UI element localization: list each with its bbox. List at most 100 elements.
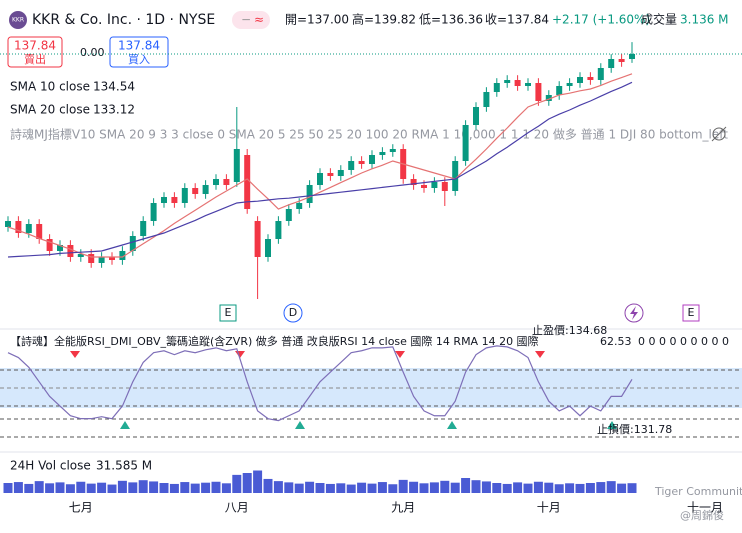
volume-bar	[357, 482, 367, 493]
volume-bar	[253, 470, 263, 493]
volume-bar	[377, 482, 387, 493]
ohlc-open: 開=137.00	[285, 13, 349, 27]
volume-bar	[149, 481, 159, 493]
volume-bar	[294, 483, 304, 493]
candle-body	[129, 236, 136, 251]
volume-bar	[388, 484, 398, 493]
sell-marker	[395, 351, 405, 358]
candle-body	[140, 221, 147, 236]
candle-body	[213, 179, 219, 185]
volume-bar	[97, 482, 107, 493]
candle-body	[525, 83, 531, 86]
buy-marker	[447, 421, 457, 429]
symbol-title: KKR & Co. Inc. · 1D · NYSE	[32, 12, 215, 28]
volume-bar	[606, 481, 616, 493]
volume-bar	[221, 483, 231, 493]
sma-line	[7, 81, 633, 258]
volume-bar	[409, 481, 419, 493]
buy-marker	[607, 421, 617, 429]
eye-icon[interactable]	[712, 127, 726, 141]
volume-bar	[565, 483, 575, 493]
volume-bar	[242, 473, 252, 493]
volume-bar	[502, 483, 512, 493]
event-label: E	[688, 306, 695, 319]
candle-body	[379, 152, 386, 155]
logo	[9, 11, 27, 29]
candle-body	[275, 221, 282, 239]
volume-bar	[3, 483, 13, 493]
legend-name: SMA 20 close	[10, 103, 90, 117]
candle-body	[254, 221, 261, 257]
candle-body	[202, 185, 209, 194]
candle-body	[462, 125, 469, 161]
buy-label: 買入	[128, 53, 150, 66]
volume-bar	[585, 483, 595, 493]
buy-marker	[120, 421, 130, 429]
candle-body	[556, 86, 563, 95]
x-tick-label: 八月	[225, 501, 249, 515]
pill[interactable]	[232, 11, 270, 29]
candle-body	[88, 254, 95, 263]
candle-body	[473, 107, 479, 125]
rsi-title: 【詩魂】全能版RSI_DMI_OBV_籌碼追蹤(含ZVR) 做多 普通 改良版R…	[10, 334, 539, 348]
candle-body	[296, 203, 303, 209]
candle-body	[566, 83, 573, 86]
candle-body	[452, 161, 459, 191]
volume-bar	[367, 483, 377, 493]
candle-body	[285, 209, 292, 221]
logo-text: KKR	[12, 17, 24, 24]
candle-body	[337, 170, 344, 176]
volume-bar	[471, 480, 481, 493]
volume-bar	[596, 482, 606, 493]
volume-bar	[263, 478, 273, 493]
event-label: E	[225, 306, 232, 319]
pill-wave: ≈	[254, 13, 264, 27]
candle-body	[348, 161, 355, 170]
candle-body	[327, 173, 334, 176]
indicator-legend: 詩魂MJ指標V10 SMA 20 9 3 3 close 0 SMA 20 5 …	[10, 127, 728, 142]
lightning	[630, 306, 638, 320]
candle-body	[535, 83, 542, 101]
volume-value: 3.136 M	[680, 13, 729, 27]
volume-bar	[169, 483, 179, 493]
volume-bar	[34, 481, 44, 493]
volume-bar	[325, 483, 335, 493]
candle-body	[504, 80, 511, 83]
sell-label: 賣出	[24, 52, 46, 66]
candle-body	[483, 92, 490, 107]
volume-bar	[24, 483, 34, 493]
sell-price: 137.84	[14, 39, 56, 53]
rsi-value: 62.53	[600, 335, 632, 348]
ohlc-change: +2.17 (+1.60%)	[552, 13, 650, 27]
legend-name: SMA 10 close	[10, 80, 90, 94]
buy-marker	[295, 421, 305, 429]
sell-marker	[535, 351, 545, 358]
pill-dash: −	[241, 13, 251, 27]
ohlc-high: 高=139.82	[352, 12, 416, 27]
volume-legend: 24H Vol close	[10, 459, 91, 473]
buy-button[interactable]	[109, 36, 169, 68]
sell-button[interactable]	[7, 36, 63, 68]
volume-bar	[232, 474, 242, 493]
volume-bar	[107, 484, 117, 493]
event-icon[interactable]	[283, 303, 303, 323]
volume-bar	[513, 482, 523, 493]
candle-body	[119, 251, 126, 260]
candle-body	[369, 155, 375, 164]
event-label: D	[289, 306, 297, 319]
volume-bar	[138, 480, 148, 493]
candle-body	[181, 188, 188, 203]
event-icon[interactable]	[682, 304, 700, 322]
candle-body	[77, 254, 84, 257]
ohlc-low: 低=136.36	[419, 13, 483, 27]
sma-line	[7, 73, 633, 258]
candle-body	[171, 197, 178, 203]
volume-bar	[45, 483, 55, 493]
volume-bar	[13, 482, 23, 493]
candle-body	[618, 59, 625, 62]
author: @周錦俊	[680, 508, 724, 522]
volume-bar	[450, 482, 460, 493]
event-icon[interactable]	[219, 304, 237, 322]
candle-body	[265, 239, 271, 257]
volume-bar	[284, 482, 294, 493]
